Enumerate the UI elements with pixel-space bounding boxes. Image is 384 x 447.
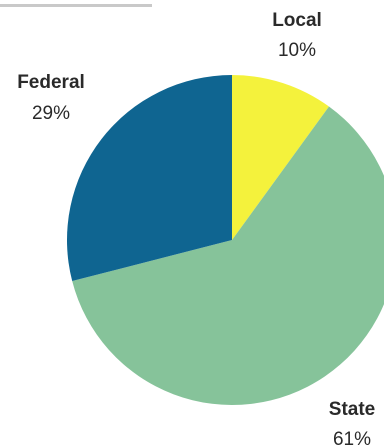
top-rule	[0, 4, 152, 7]
pie-slices	[66, 75, 384, 405]
slice-label-local: Local	[272, 10, 322, 31]
slice-value-label-federal: 29%	[32, 103, 70, 124]
slice-value-label-local: 10%	[278, 40, 316, 61]
pie-slice-state	[72, 106, 384, 405]
pie-slice-local	[232, 75, 329, 240]
slice-label-federal: Federal	[17, 72, 85, 93]
pie-labels: Local 10% State 61% Federal 29%	[17, 10, 375, 447]
pie-slice-federal	[66, 75, 232, 282]
slice-value-label-state: 61%	[333, 429, 371, 447]
slice-label-state: State	[329, 399, 375, 420]
